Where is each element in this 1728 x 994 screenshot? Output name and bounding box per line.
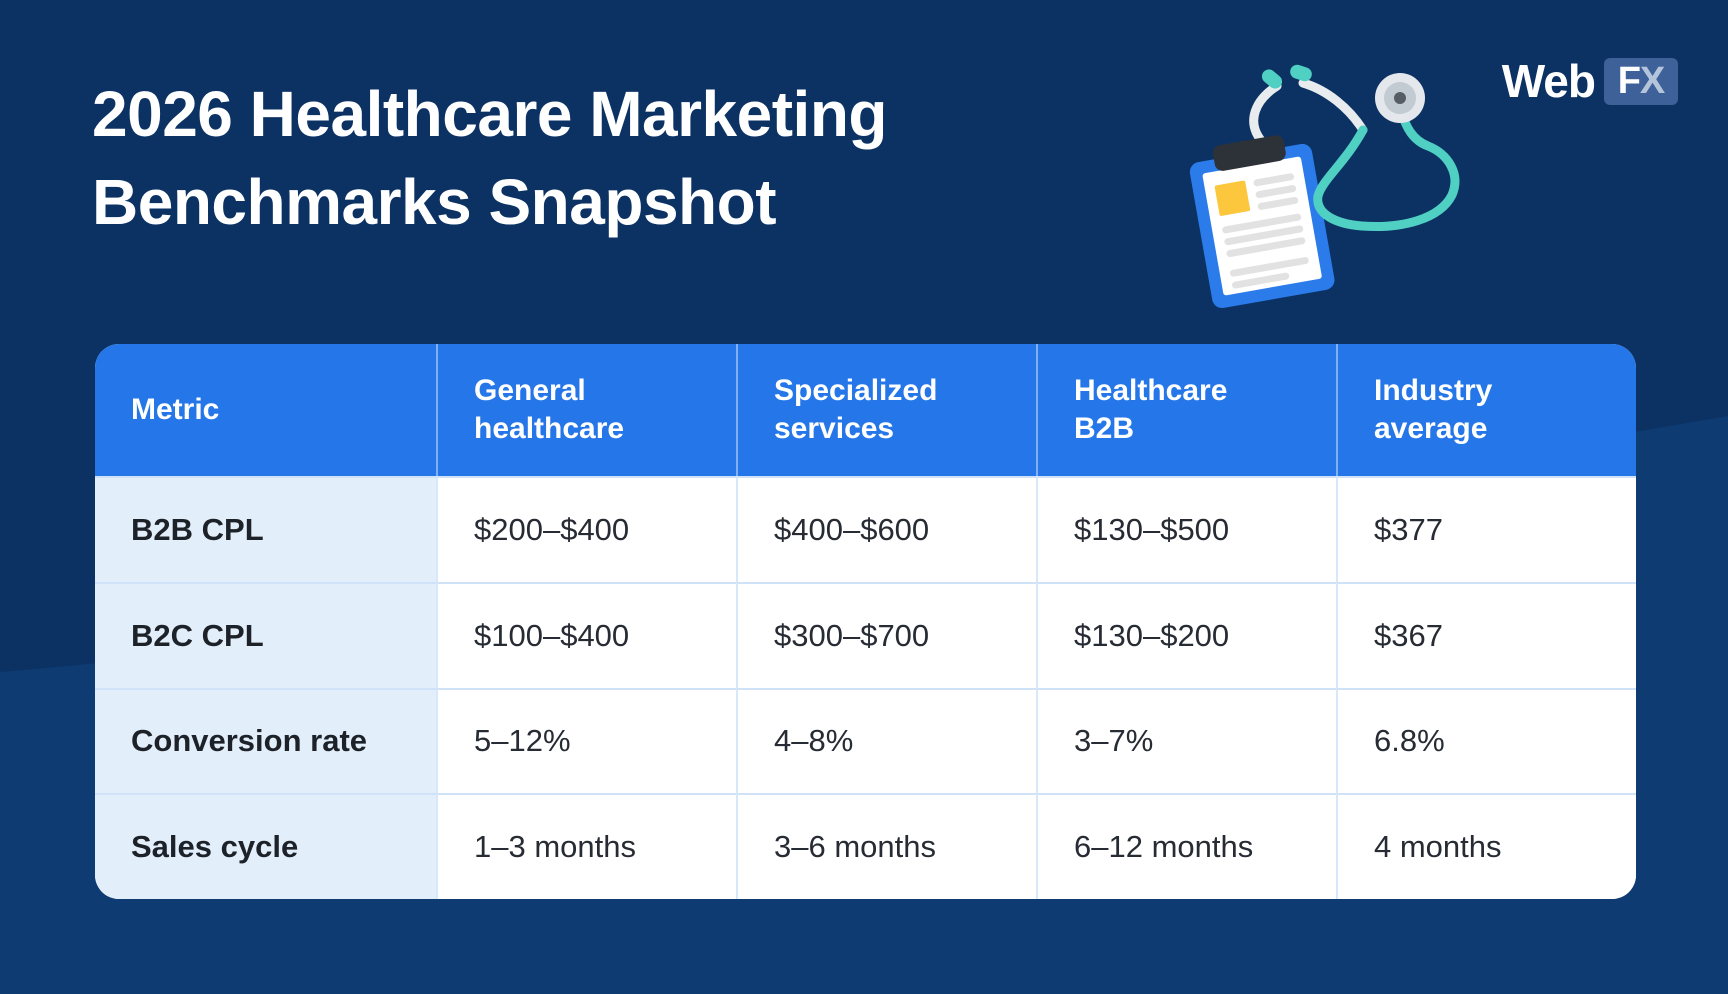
page-title: 2026 Healthcare Marketing Benchmarks Sna… xyxy=(92,70,888,246)
benchmarks-table: Metric General healthcare Specialized se… xyxy=(95,344,1636,899)
webfx-logo-text: Web xyxy=(1501,55,1596,107)
row-label-b2b-cpl: B2B CPL xyxy=(95,476,436,582)
header-cell-healthcare-b2b: Healthcare B2B xyxy=(1036,344,1336,476)
header-cell-general-healthcare: General healthcare xyxy=(436,344,736,476)
page-title-line1: 2026 Healthcare Marketing xyxy=(92,78,888,150)
value-cell: $377 xyxy=(1336,476,1636,582)
value-cell: $200–$400 xyxy=(436,476,736,582)
value-cell: 3–6 months xyxy=(736,793,1036,899)
value-cell: $100–$400 xyxy=(436,581,736,688)
header-cell-metric: Metric xyxy=(95,344,436,476)
header-cell-industry-average: Industry average xyxy=(1336,344,1636,476)
value-cell: 5–12% xyxy=(436,687,736,794)
value-cell: $130–$500 xyxy=(1036,476,1336,582)
value-cell: $300–$700 xyxy=(736,581,1036,688)
clipboard-icon xyxy=(1189,135,1335,309)
value-cell: 6–12 months xyxy=(1036,793,1336,899)
value-cell: $130–$200 xyxy=(1036,581,1336,688)
value-cell: 4–8% xyxy=(736,687,1036,794)
value-cell: 3–7% xyxy=(1036,687,1336,794)
row-label-b2c-cpl: B2C CPL xyxy=(95,581,436,688)
webfx-logo-badge: F X xyxy=(1604,57,1678,105)
value-cell: $400–$600 xyxy=(736,476,1036,582)
value-cell: 4 months xyxy=(1336,793,1636,899)
clipboard-stethoscope-illustration xyxy=(1189,64,1460,309)
value-cell: $367 xyxy=(1336,581,1636,688)
row-label-conversion-rate: Conversion rate xyxy=(95,687,436,794)
stethoscope-tube-icon xyxy=(1261,64,1460,231)
webfx-logo-badge-f: F xyxy=(1617,59,1641,102)
value-cell: 6.8% xyxy=(1336,687,1636,794)
value-cell: 1–3 months xyxy=(436,793,736,899)
header-cell-specialized-services: Specialized services xyxy=(736,344,1036,476)
page-title-line2: Benchmarks Snapshot xyxy=(92,166,777,238)
webfx-logo: Web F X xyxy=(1502,54,1678,108)
webfx-logo-badge-x: X xyxy=(1639,59,1665,102)
row-label-sales-cycle: Sales cycle xyxy=(95,793,436,899)
